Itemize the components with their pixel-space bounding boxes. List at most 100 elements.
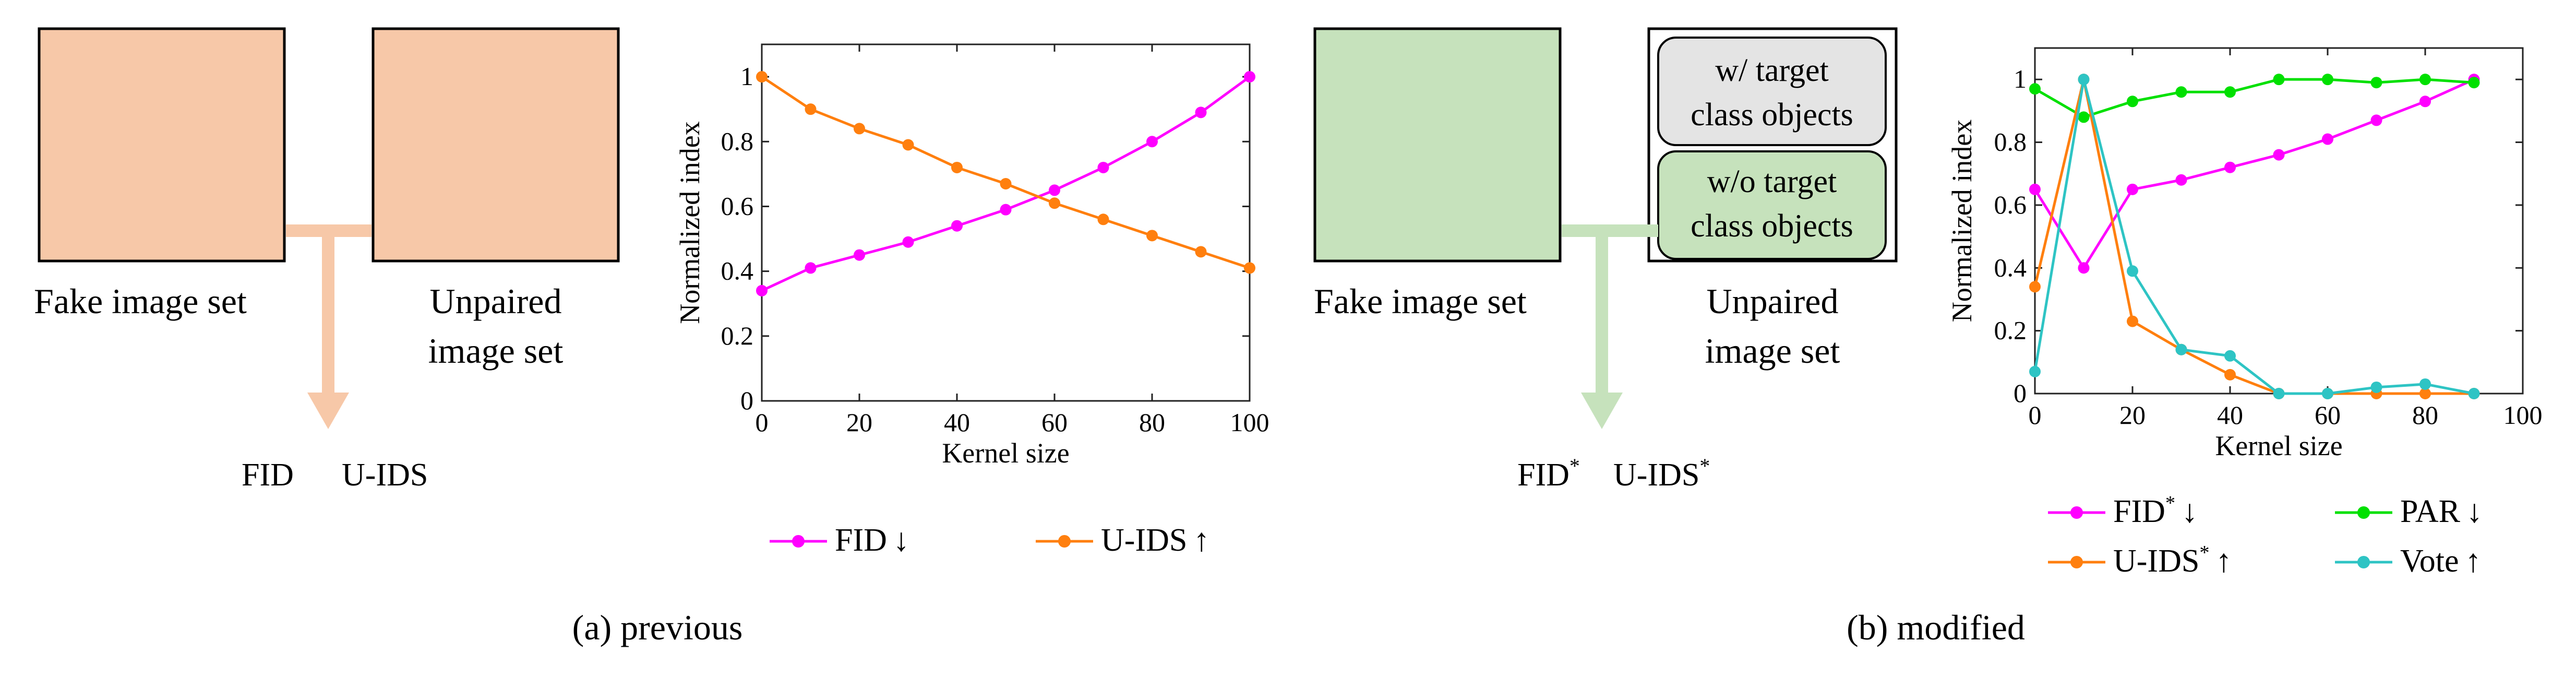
chart-b-ytick-label: 0.4 <box>1994 253 2027 282</box>
panel-a-unpaired-label-1: Unpaired <box>429 281 561 321</box>
chart-b-series-vote-point <box>2224 350 2236 362</box>
chart-a-legend-name: FID <box>835 522 887 558</box>
chart-b-series-fid-point <box>2029 183 2041 195</box>
panel-b-with-target-line-1: w/ target <box>1715 53 1829 88</box>
chart-b-series-vote-point <box>2127 265 2138 277</box>
panel-b-metric-fid: FID* <box>1517 454 1580 493</box>
chart-b-series-fid-point <box>2224 161 2236 173</box>
chart-a-xtick-label: 40 <box>944 408 970 437</box>
chart-a-series-u-ids-point <box>1244 262 1255 274</box>
chart-a-series-u-ids-point <box>902 139 914 151</box>
chart-b-series-vote-point <box>2419 378 2431 390</box>
chart-b-series-par-point <box>2419 74 2431 86</box>
chart-a-series-fid-point <box>1244 71 1255 83</box>
chart-b-xtick-label: 100 <box>2503 400 2543 430</box>
chart-b-series-fid-point <box>2078 262 2090 274</box>
chart-b-legend-swatch-marker <box>2070 556 2083 568</box>
chart-b-series-u-ids-point <box>2224 369 2236 381</box>
chart-b-series-par-point <box>2175 86 2187 98</box>
chart-a-series-fid-point <box>1146 136 1158 148</box>
panel-a-metric-uids: U-IDS <box>342 457 428 493</box>
chart-a-series-fid-point <box>1195 106 1207 118</box>
chart-b-series-vote-line <box>2033 79 2474 395</box>
chart-a-legend-arrow: ↓ <box>893 522 909 558</box>
chart-b-legend-name: FID <box>2113 494 2165 529</box>
chart-b-legend-name: Vote <box>2400 543 2459 579</box>
chart-b-series-vote-point <box>2078 74 2090 86</box>
chart-a-ytick-label: 0 <box>740 386 753 415</box>
panel-a-diagram: Fake image set Unpaired image set FID U-… <box>34 27 742 647</box>
panel-b-with-target-line-2: class objects <box>1691 97 1853 133</box>
chart-a-ytick-label: 0.8 <box>721 126 754 156</box>
chart-b-series-u-ids-line <box>2033 79 2474 395</box>
chart-a-series-u-ids-point <box>1000 177 1012 189</box>
chart-a-series-u-ids-point <box>805 103 817 115</box>
chart-a-series-fid-point <box>756 284 768 296</box>
chart-b-ytick-label: 0.6 <box>1994 190 2027 219</box>
chart-a-series-u-ids-point <box>1146 230 1158 242</box>
panel-b-arrow-head <box>1581 393 1623 429</box>
panel-b-metric-fid-text: FID <box>1517 457 1569 493</box>
chart-b-series-par-point <box>2370 77 2382 89</box>
panel-b-without-target-box <box>1657 150 1887 260</box>
panel-a-metric-fid: FID <box>242 457 294 493</box>
chart-b-series-fid-line <box>2033 78 2475 271</box>
chart-b-series-fid-point <box>2370 114 2382 126</box>
chart-b-series-fid-point <box>2127 183 2138 195</box>
chart-b-series-fid-point <box>2273 149 2285 161</box>
chart-b-xtick-label: 60 <box>2315 400 2341 430</box>
chart-b-series-vote-point <box>2322 388 2333 399</box>
chart-a-series-fid-point <box>854 249 865 261</box>
chart-b-legend-label: PAR ↓ <box>2400 494 2483 529</box>
chart-b-series-par-point <box>2468 77 2480 89</box>
panel-a-connector <box>286 224 372 237</box>
chart-b-ytick-label: 1 <box>2014 64 2027 93</box>
chart-b-ytick-label: 0.8 <box>1994 127 2027 157</box>
chart-b-ylabel: Normalized index <box>1946 120 1978 322</box>
chart-a-xtick-label: 0 <box>756 408 769 437</box>
chart-b-legend-label: Vote ↑ <box>2400 543 2482 579</box>
panel-b-fake-box <box>1313 27 1562 263</box>
chart-a-legend-swatch-marker <box>1058 535 1071 548</box>
chart-a-series-u-ids-point <box>1097 213 1109 225</box>
chart-b-legend-sup: * <box>2199 542 2209 564</box>
panel-b-without-target-line-1: w/o target <box>1707 164 1837 199</box>
chart-b-series-par-point <box>2322 74 2333 86</box>
chart-b-series-vote-point <box>2175 343 2187 355</box>
chart-b-plot-area <box>2034 47 2524 395</box>
chart-a-series-fid-point <box>902 236 914 248</box>
panel-a-arrow-shaft <box>322 236 334 394</box>
chart-b-series-u-ids-point <box>2127 315 2138 327</box>
chart-a: 0 0.2 0.4 0.6 0.8 1 0 20 40 60 80 100 Kernel size Nor… <box>674 43 1269 558</box>
chart-b-series-vote-point <box>2273 388 2285 399</box>
chart-b-series-vote-point <box>2029 365 2041 377</box>
chart-a-series-u-ids-point <box>1195 246 1207 258</box>
chart-a-ylabel: Normalized index <box>674 121 705 324</box>
chart-a-legend-item: FID ↓ <box>770 522 909 558</box>
chart-b-legend-swatch-marker <box>2357 556 2370 568</box>
chart-b-series-u-ids-point <box>2029 281 2041 293</box>
chart-b-legend-label: FID* ↓ <box>2113 492 2198 529</box>
chart-b-xtick-label: 80 <box>2412 400 2438 430</box>
chart-b-legend-arrow: ↑ <box>2216 543 2232 579</box>
chart-b-series-par-point <box>2029 83 2041 95</box>
chart-b-series-vote-point <box>2468 388 2480 399</box>
chart-b-legend-item: Vote ↑ <box>2335 543 2482 579</box>
chart-b-series-par-line <box>2034 78 2474 119</box>
chart-b-legend-swatch-marker <box>2357 506 2370 519</box>
panel-b-unpaired-label-2: image set <box>1705 331 1840 371</box>
chart-b-xtick-label: 20 <box>2119 400 2146 430</box>
panel-a-arrow-head <box>307 393 349 429</box>
panel-b-fake-label: Fake image set <box>1314 281 1527 321</box>
chart-b-legend-arrow: ↓ <box>2182 494 2198 529</box>
chart-a-xlabel: Kernel size <box>942 437 1069 469</box>
panel-b-metric-uids: U-IDS* <box>1613 454 1710 493</box>
panel-b-with-target-box <box>1657 37 1887 146</box>
chart-a-series-u-ids-point <box>1049 197 1060 209</box>
chart-a-xtick-label: 100 <box>1230 408 1269 437</box>
panel-b-connector <box>1562 224 1658 237</box>
chart-a-ytick-label: 0.4 <box>721 256 754 286</box>
chart-b-ytick-label: 0.2 <box>1994 316 2027 345</box>
chart-b-xtick-label: 0 <box>2029 400 2042 430</box>
